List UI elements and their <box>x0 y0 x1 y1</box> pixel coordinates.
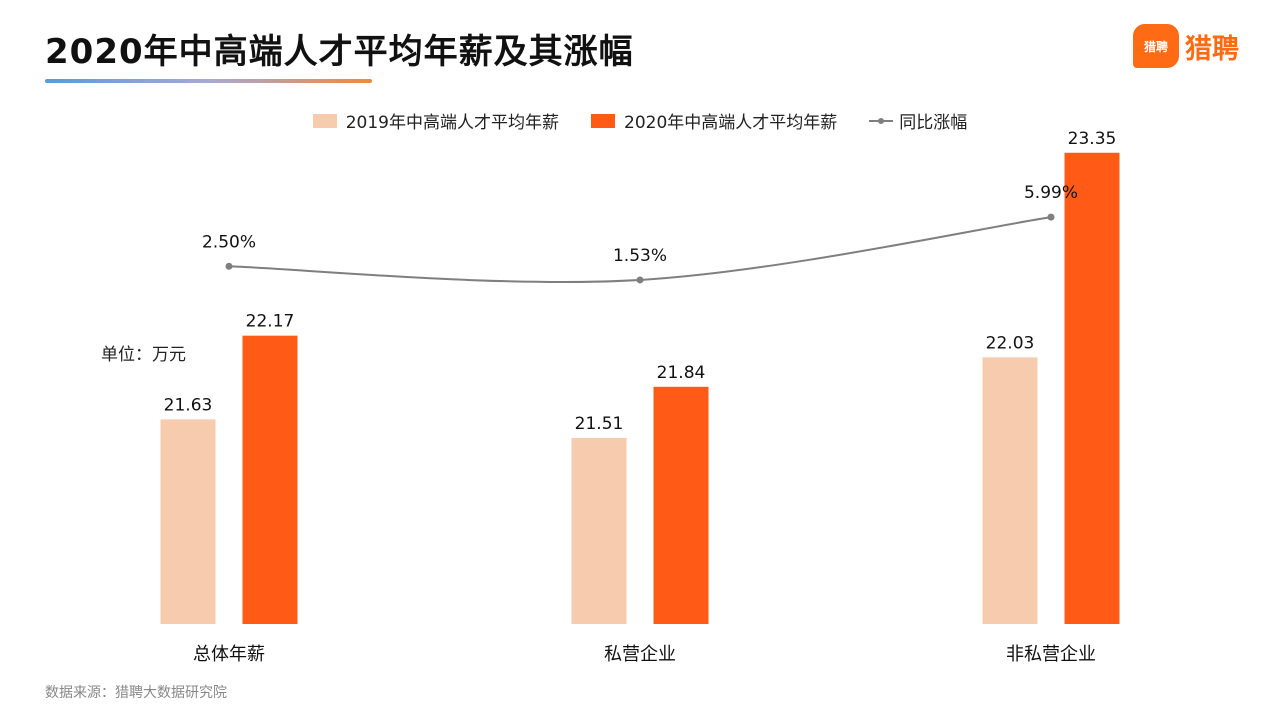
logo-text: 猎聘 <box>1185 33 1239 65</box>
bar-value-label-2020-0: 22.17 <box>246 312 295 332</box>
growth-label-0: 2.50% <box>202 232 256 252</box>
growth-point-0 <box>225 262 233 270</box>
chart-title: 2020年中高端人才平均年薪及其涨幅 <box>45 32 634 72</box>
bar-value-label-2020-2: 23.35 <box>1068 129 1117 149</box>
bar-2020-0 <box>242 335 298 624</box>
bar-value-label-2019-1: 21.51 <box>575 414 624 434</box>
legend-label-growth: 同比涨幅 <box>899 113 968 133</box>
legend-label-2019: 2019年中高端人才平均年薪 <box>345 113 559 133</box>
title-underline <box>45 79 372 83</box>
legend-item-2019: 2019年中高端人才平均年薪 <box>312 108 559 133</box>
bar-value-label-2019-2: 22.03 <box>986 333 1035 353</box>
bar-2020-2 <box>1064 152 1120 624</box>
bar-value-label-2020-1: 21.84 <box>657 363 706 383</box>
unit-label: 单位：万元 <box>101 345 186 365</box>
growth-point-1 <box>636 276 644 284</box>
bar-2019-0 <box>160 419 216 624</box>
bar-2019-2 <box>982 357 1038 624</box>
bar-value-label-2019-0: 21.63 <box>164 395 213 415</box>
category-label-2: 非私营企业 <box>1006 644 1096 665</box>
logo-icon: 猎聘 <box>1133 24 1179 68</box>
legend-swatch-2019 <box>312 113 337 128</box>
bar-2019-1 <box>571 437 627 624</box>
legend-item-growth: 同比涨幅 <box>869 108 967 133</box>
brand-logo: 猎聘 猎聘 <box>1133 24 1239 68</box>
legend-item-2020: 2020年中高端人才平均年薪 <box>591 108 837 133</box>
legend-swatch-2020 <box>591 113 615 128</box>
legend: 2019年中高端人才平均年薪 2020年中高端人才平均年薪 同比涨幅 <box>0 108 1280 133</box>
source-note: 数据来源：猎聘大数据研究院 <box>45 685 227 701</box>
bar-2020-1 <box>653 386 709 624</box>
category-label-1: 私营企业 <box>604 644 676 665</box>
legend-line-marker <box>869 114 894 128</box>
category-label-0: 总体年薪 <box>193 644 265 665</box>
growth-label-1: 1.53% <box>613 246 667 266</box>
growth-label-2: 5.99% <box>1024 183 1078 203</box>
legend-label-2020: 2020年中高端人才平均年薪 <box>624 113 838 133</box>
growth-point-2 <box>1047 213 1055 221</box>
